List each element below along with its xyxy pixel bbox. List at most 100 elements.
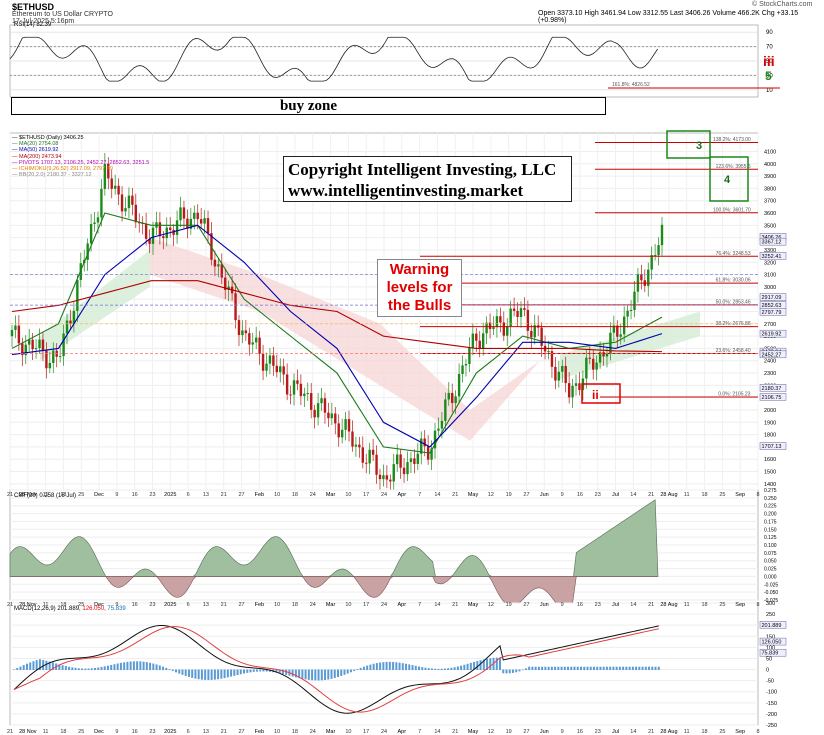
x-axis-label: 16 bbox=[577, 729, 583, 735]
x-axis-label: 10 bbox=[274, 729, 280, 735]
macd-histogram-bar bbox=[25, 663, 28, 671]
macd-histogram-bar bbox=[304, 669, 307, 680]
x-axis-label: 25 bbox=[78, 492, 84, 498]
macd-histogram-bar bbox=[408, 664, 411, 671]
x-axis-label: May bbox=[468, 729, 479, 735]
candle-body bbox=[574, 383, 578, 386]
macd-histogram-bar bbox=[596, 666, 599, 671]
candle-body bbox=[622, 316, 626, 335]
x-axis-label: 14 bbox=[630, 729, 636, 735]
macd-histogram-bar bbox=[168, 669, 171, 671]
x-axis-label: 23 bbox=[595, 492, 601, 498]
x-axis-label: Jun bbox=[540, 729, 549, 735]
candle-body bbox=[254, 337, 258, 343]
x-axis-label: 18 bbox=[292, 729, 298, 735]
candle-body bbox=[389, 479, 392, 482]
macd-histogram-bar bbox=[236, 669, 239, 676]
macd-histogram-bar bbox=[570, 666, 573, 671]
macd-histogram-bar bbox=[392, 662, 395, 671]
candle-body bbox=[175, 220, 179, 235]
x-axis-label: 18 bbox=[292, 492, 298, 498]
macd-label-value: 201.889, bbox=[57, 606, 82, 612]
macd-histogram-bar bbox=[113, 664, 116, 671]
macd-histogram-bar bbox=[268, 669, 271, 672]
x-axis-label: 25 bbox=[719, 729, 725, 735]
candle-body bbox=[41, 339, 45, 351]
candle-body bbox=[533, 325, 536, 338]
macd-histogram-bar bbox=[90, 668, 93, 671]
candle-body bbox=[653, 255, 657, 257]
candle-body bbox=[34, 348, 38, 350]
candle-body bbox=[220, 264, 223, 278]
candle-body bbox=[471, 333, 475, 348]
macd-histogram-bar bbox=[346, 669, 349, 674]
legend-entry: — MA(200) 2473.94 bbox=[12, 153, 62, 160]
x-axis-label: Jun bbox=[540, 492, 549, 498]
copyright-line-1: Copyright Intelligent Investing, LLC bbox=[288, 160, 557, 179]
x-axis-label: 27 bbox=[238, 602, 244, 608]
candle-body bbox=[567, 383, 571, 398]
candle-body bbox=[526, 309, 530, 331]
x-axis-label: 6 bbox=[187, 602, 190, 608]
candle-body bbox=[299, 383, 303, 397]
candle-body bbox=[327, 412, 330, 419]
x-axis-label: 21 bbox=[452, 602, 458, 608]
candle-body bbox=[261, 353, 265, 371]
candle-body bbox=[217, 264, 220, 267]
x-axis-label: 16 bbox=[577, 492, 583, 498]
ichimoku-cloud-green-2 bbox=[560, 311, 700, 380]
x-axis-label: 27 bbox=[523, 602, 529, 608]
macd-value-tag: 126.050 bbox=[762, 640, 782, 646]
macd-tick: 0 bbox=[766, 668, 769, 674]
x-axis-label: 25 bbox=[78, 729, 84, 735]
macd-histogram-bar bbox=[372, 663, 375, 671]
price-tick: 3700 bbox=[764, 199, 776, 205]
x-axis-label: Jul bbox=[612, 602, 619, 608]
macd-histogram-bar bbox=[239, 669, 242, 675]
macd-histogram-bar bbox=[333, 669, 336, 679]
macd-histogram-bar bbox=[482, 659, 485, 671]
macd-histogram-bar bbox=[466, 663, 469, 671]
macd-value-tag: 201.889 bbox=[762, 623, 782, 629]
value-tag-box bbox=[759, 393, 787, 401]
macd-histogram-bar bbox=[194, 669, 197, 679]
x-axis-label: 24 bbox=[381, 729, 387, 735]
value-tag: 2180.37 bbox=[762, 386, 782, 392]
candle-body bbox=[169, 227, 172, 230]
macd-histogram-bar bbox=[51, 662, 54, 671]
candle-body bbox=[134, 204, 138, 223]
x-axis-label: 19 bbox=[506, 729, 512, 735]
macd-histogram-bar bbox=[13, 669, 15, 671]
candle-body bbox=[199, 219, 203, 224]
candle-body bbox=[107, 163, 110, 179]
candle-body bbox=[58, 356, 62, 358]
macd-histogram-bar bbox=[576, 666, 579, 671]
macd-histogram-bar bbox=[359, 667, 362, 671]
macd-histogram-bar bbox=[233, 669, 236, 676]
price-tick: 2300 bbox=[764, 371, 776, 377]
candle-body bbox=[227, 286, 230, 290]
macd-histogram-bar bbox=[152, 663, 155, 671]
candle-body bbox=[76, 279, 79, 311]
candle-body bbox=[358, 444, 361, 448]
macd-histogram-bar bbox=[71, 667, 74, 671]
candle-body bbox=[485, 322, 488, 334]
value-tag: 2106.75 bbox=[762, 395, 782, 401]
macd-histogram-bar bbox=[314, 669, 317, 681]
fib-level-label: 138.2%: 4173.00 bbox=[713, 137, 751, 143]
chart-date: 17-Jul-2025 5:16pm bbox=[12, 18, 75, 25]
price-tick: 1400 bbox=[764, 482, 776, 488]
macd-histogram-bar bbox=[223, 669, 226, 679]
macd-histogram-bar bbox=[204, 669, 207, 680]
price-tick: 3500 bbox=[764, 223, 776, 229]
x-axis-label: 27 bbox=[523, 729, 529, 735]
macd-histogram-bar bbox=[557, 666, 560, 671]
target-box-3 bbox=[666, 130, 711, 159]
buy-zone-box: buy zone bbox=[11, 97, 606, 115]
x-axis-label: 28 Aug bbox=[660, 492, 677, 498]
x-axis-label: 11 bbox=[684, 729, 690, 735]
wave-iii-label: iii bbox=[763, 53, 775, 69]
macd-histogram-bar bbox=[651, 666, 654, 671]
candle-body bbox=[475, 333, 478, 341]
